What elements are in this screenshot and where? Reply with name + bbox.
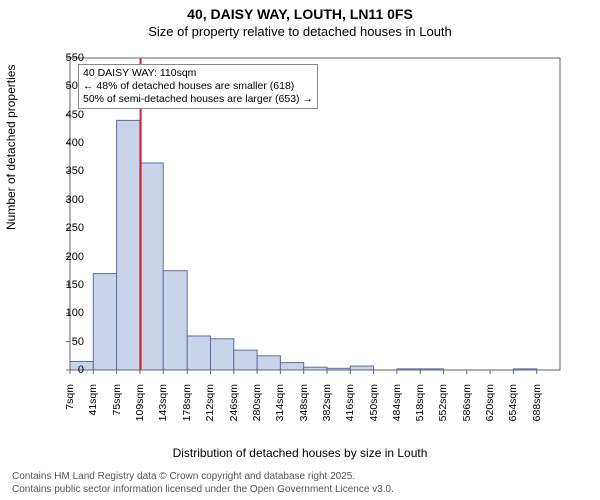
xtick-label: 7sqm [64,384,76,432]
footer-line2: Contains public sector information licen… [12,483,394,496]
ytick-label: 0 [44,364,84,376]
xtick-label: 314sqm [274,384,286,432]
xtick-label: 280sqm [251,384,263,432]
xtick-label: 518sqm [414,384,426,432]
ytick-label: 250 [44,222,84,234]
ytick-label: 450 [44,109,84,121]
ytick-label: 350 [44,165,84,177]
xtick-label: 75sqm [111,384,123,432]
x-axis-label: Distribution of detached houses by size … [0,446,600,460]
xtick-label: 586sqm [461,384,473,432]
xtick-label: 178sqm [181,384,193,432]
xtick-label: 41sqm [87,384,99,432]
xtick-label: 246sqm [228,384,240,432]
xtick-label: 382sqm [321,384,333,432]
footer-attribution: Contains HM Land Registry data © Crown c… [12,470,394,496]
ytick-label: 100 [44,307,84,319]
xtick-label: 212sqm [204,384,216,432]
ytick-label: 150 [44,279,84,291]
xtick-label: 688sqm [531,384,543,432]
xtick-label: 654sqm [507,384,519,432]
annotation-line2: ← 48% of detached houses are smaller (61… [83,80,313,93]
xtick-label: 143sqm [157,384,169,432]
y-axis-label: Number of detached properties [4,65,18,230]
annotation-line3: 50% of semi-detached houses are larger (… [83,93,313,106]
footer-line1: Contains HM Land Registry data © Crown c… [12,470,394,483]
page-subtitle: Size of property relative to detached ho… [0,24,600,39]
ytick-label: 300 [44,194,84,206]
annotation-box: 40 DAISY WAY: 110sqm ← 48% of detached h… [78,64,318,109]
xtick-label: 484sqm [391,384,403,432]
xtick-label: 416sqm [344,384,356,432]
page-title: 40, DAISY WAY, LOUTH, LN11 0FS [0,6,600,22]
xtick-label: 620sqm [484,384,496,432]
ytick-label: 200 [44,251,84,263]
ytick-label: 550 [44,52,84,64]
xtick-label: 450sqm [368,384,380,432]
ytick-label: 50 [44,336,84,348]
xtick-label: 552sqm [437,384,449,432]
annotation-line1: 40 DAISY WAY: 110sqm [83,67,313,80]
xtick-label: 348sqm [298,384,310,432]
ytick-label: 400 [44,137,84,149]
xtick-label: 109sqm [134,384,146,432]
